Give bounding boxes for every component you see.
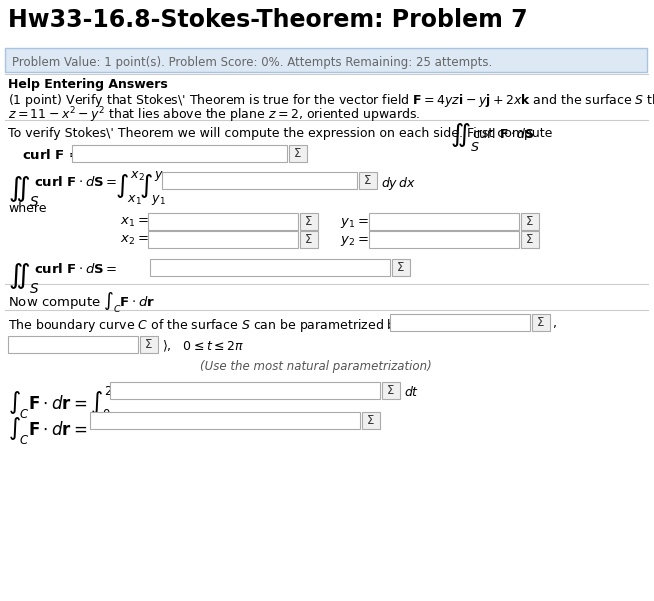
Text: Σ: Σ — [145, 338, 152, 351]
Bar — [369, 231, 519, 248]
Bar — [359, 172, 377, 189]
Text: ,: , — [553, 317, 557, 330]
Text: curl $\mathbf{F} \cdot d\mathbf{S} =$: curl $\mathbf{F} \cdot d\mathbf{S} =$ — [34, 175, 118, 189]
Bar — [5, 48, 647, 72]
Text: Now compute $\int_C \mathbf{F} \cdot d\mathbf{r}$: Now compute $\int_C \mathbf{F} \cdot d\m… — [8, 290, 155, 315]
Text: $y_1 =$: $y_1 =$ — [340, 216, 369, 230]
Bar — [300, 213, 318, 230]
Text: Σ: Σ — [538, 316, 545, 329]
Text: Σ: Σ — [526, 215, 534, 228]
Text: Σ: Σ — [398, 261, 405, 274]
Text: Help Entering Answers: Help Entering Answers — [8, 78, 167, 91]
Bar — [521, 231, 539, 248]
Text: curl $\mathbf{F} \cdot d\mathbf{S}$: curl $\mathbf{F} \cdot d\mathbf{S}$ — [472, 127, 535, 141]
Bar — [140, 336, 158, 353]
Bar — [521, 213, 539, 230]
Text: (1 point) Verify that Stokes\' Theorem is true for the vector field $\mathbf{F} : (1 point) Verify that Stokes\' Theorem i… — [8, 92, 654, 109]
Text: $\int_{x_1}^{x_2}$: $\int_{x_1}^{x_2}$ — [115, 170, 145, 207]
Text: $\int_C \mathbf{F} \cdot d\mathbf{r} = \int_0^{2\pi}$: $\int_C \mathbf{F} \cdot d\mathbf{r} = \… — [8, 385, 122, 421]
Text: $\iint_S$: $\iint_S$ — [450, 121, 480, 153]
Bar — [90, 412, 360, 429]
Text: where: where — [8, 202, 46, 215]
Text: Σ: Σ — [368, 414, 375, 427]
Bar — [148, 213, 298, 230]
Text: (Use the most natural parametrization): (Use the most natural parametrization) — [200, 360, 432, 373]
Text: $dt$: $dt$ — [404, 385, 419, 399]
Text: $x_1 =$: $x_1 =$ — [120, 216, 148, 229]
Text: $y_2 =$: $y_2 =$ — [340, 234, 369, 248]
Bar — [362, 412, 380, 429]
Text: curl $\mathbf{F} \cdot d\mathbf{S} =$: curl $\mathbf{F} \cdot d\mathbf{S} =$ — [34, 262, 118, 276]
Text: $\iint_S$: $\iint_S$ — [8, 175, 40, 209]
Text: The boundary curve $C$ of the surface $S$ can be parametrized by: $\mathbf{r}(t): The boundary curve $C$ of the surface $S… — [8, 317, 500, 334]
Text: Σ: Σ — [305, 215, 313, 228]
Text: Σ: Σ — [305, 233, 313, 246]
Bar — [392, 259, 410, 276]
Text: $\rangle$,   $0 \leq t \leq 2\pi$: $\rangle$, $0 \leq t \leq 2\pi$ — [162, 339, 244, 354]
Text: curl $\mathbf{F}$ =: curl $\mathbf{F}$ = — [22, 148, 80, 162]
Bar — [148, 231, 298, 248]
Bar — [289, 145, 307, 162]
Bar — [150, 259, 390, 276]
Bar — [72, 145, 287, 162]
Text: $x_2 =$: $x_2 =$ — [120, 234, 148, 247]
Text: $\int_C \mathbf{F} \cdot d\mathbf{r} =$: $\int_C \mathbf{F} \cdot d\mathbf{r} =$ — [8, 415, 87, 446]
Text: $dy\, dx$: $dy\, dx$ — [381, 175, 416, 192]
Bar — [8, 336, 138, 353]
Text: To verify Stokes\' Theorem we will compute the expression on each side. First co: To verify Stokes\' Theorem we will compu… — [8, 127, 553, 140]
Text: $\iint_S$: $\iint_S$ — [8, 262, 40, 296]
Bar — [300, 231, 318, 248]
Text: Σ: Σ — [294, 147, 301, 160]
Bar — [390, 314, 530, 331]
Bar — [382, 382, 400, 399]
Text: Σ: Σ — [387, 384, 394, 397]
Text: Hw33-16.8-Stokes-Theorem: Problem 7: Hw33-16.8-Stokes-Theorem: Problem 7 — [8, 8, 528, 32]
Text: Problem Value: 1 point(s). Problem Score: 0%. Attempts Remaining: 25 attempts.: Problem Value: 1 point(s). Problem Score… — [12, 56, 492, 69]
Text: Σ: Σ — [364, 174, 371, 187]
Text: $\int_{y_1}^{y_2}$: $\int_{y_1}^{y_2}$ — [139, 170, 169, 208]
Bar — [532, 314, 550, 331]
Bar — [110, 382, 380, 399]
Text: $z = 11 - x^2 - y^2$ that lies above the plane $z = 2$, oriented upwards.: $z = 11 - x^2 - y^2$ that lies above the… — [8, 105, 421, 124]
Text: Σ: Σ — [526, 233, 534, 246]
Bar — [369, 213, 519, 230]
Bar — [162, 172, 357, 189]
